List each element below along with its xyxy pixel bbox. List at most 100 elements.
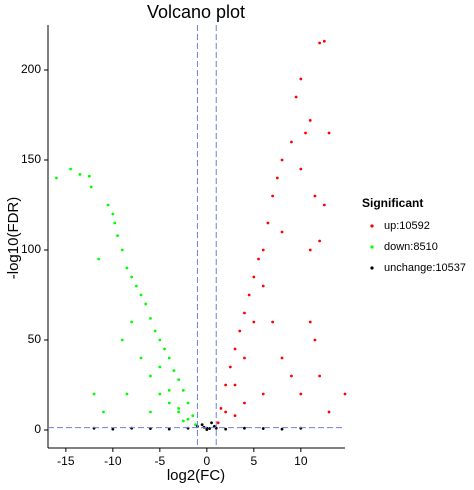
point xyxy=(186,417,190,421)
point xyxy=(243,356,246,360)
point xyxy=(106,203,110,207)
point xyxy=(318,239,322,243)
point xyxy=(224,383,228,387)
legend-marker xyxy=(370,266,374,270)
point xyxy=(113,221,117,225)
point xyxy=(261,248,265,252)
point xyxy=(200,423,204,426)
point xyxy=(343,392,347,396)
point xyxy=(327,131,331,135)
x-tick-label: 5 xyxy=(250,454,257,468)
point xyxy=(111,212,115,216)
point xyxy=(294,95,298,99)
point xyxy=(120,338,124,342)
point xyxy=(327,410,331,414)
point xyxy=(92,392,96,396)
point xyxy=(275,176,279,180)
point xyxy=(144,302,148,306)
point xyxy=(89,185,93,189)
point xyxy=(102,410,105,414)
point xyxy=(210,421,213,425)
point xyxy=(149,317,152,320)
x-axis-label: log2(FC) xyxy=(167,467,225,484)
point xyxy=(243,426,246,430)
point xyxy=(194,423,197,426)
point xyxy=(186,401,190,405)
point xyxy=(243,311,246,315)
point xyxy=(261,392,265,396)
y-tick-label: 100 xyxy=(21,242,41,256)
point xyxy=(87,174,91,178)
point xyxy=(139,356,143,360)
point xyxy=(158,338,162,342)
point xyxy=(216,421,220,425)
legend-label: unchange:10537 xyxy=(384,262,466,274)
point xyxy=(78,173,82,176)
point xyxy=(167,356,171,360)
point xyxy=(69,167,72,171)
point xyxy=(252,275,256,279)
point xyxy=(313,194,317,198)
point xyxy=(153,329,157,333)
y-axis-label: -log10(FDR) xyxy=(5,197,22,280)
x-tick-label: -10 xyxy=(104,454,122,468)
point xyxy=(322,39,326,43)
y-tick-label: 0 xyxy=(34,422,41,436)
legend-label: up:10592 xyxy=(384,220,430,232)
point xyxy=(280,158,284,162)
point xyxy=(191,414,195,417)
point xyxy=(181,419,185,423)
point xyxy=(299,77,303,81)
point xyxy=(304,131,307,135)
point xyxy=(261,427,265,430)
point xyxy=(224,410,228,414)
point xyxy=(290,140,293,144)
point xyxy=(177,407,181,410)
point xyxy=(167,427,171,431)
point xyxy=(139,293,143,297)
point xyxy=(313,338,317,342)
point xyxy=(55,176,58,180)
x-tick-label: 0 xyxy=(203,454,210,468)
point xyxy=(125,392,129,396)
point xyxy=(130,275,134,279)
point xyxy=(177,378,181,381)
point xyxy=(172,369,176,372)
point xyxy=(271,194,275,198)
x-tick-label: -5 xyxy=(155,454,166,468)
point xyxy=(149,410,152,414)
point xyxy=(318,374,322,378)
y-tick-label: 200 xyxy=(21,62,41,76)
point xyxy=(125,266,129,270)
point xyxy=(163,347,166,351)
legend-label: down:8510 xyxy=(384,241,438,253)
point xyxy=(233,383,237,387)
point xyxy=(205,428,209,432)
point xyxy=(243,401,246,405)
point xyxy=(167,401,171,405)
point xyxy=(257,257,260,261)
point xyxy=(181,389,185,392)
point xyxy=(247,293,251,297)
point xyxy=(177,410,181,414)
point xyxy=(97,257,101,261)
legend-marker xyxy=(370,245,374,249)
point xyxy=(280,427,284,431)
point xyxy=(308,248,312,252)
point xyxy=(261,284,265,288)
point xyxy=(299,392,303,396)
point xyxy=(212,425,216,428)
point xyxy=(252,320,256,324)
point xyxy=(167,389,171,392)
chart-title: Volcano plot xyxy=(147,2,245,22)
point xyxy=(158,392,162,396)
point xyxy=(280,230,284,234)
point xyxy=(308,320,312,324)
point xyxy=(322,203,326,207)
point xyxy=(149,374,152,378)
x-tick-label: 10 xyxy=(294,454,308,468)
point xyxy=(116,234,119,238)
point xyxy=(299,167,303,171)
point xyxy=(318,41,322,45)
